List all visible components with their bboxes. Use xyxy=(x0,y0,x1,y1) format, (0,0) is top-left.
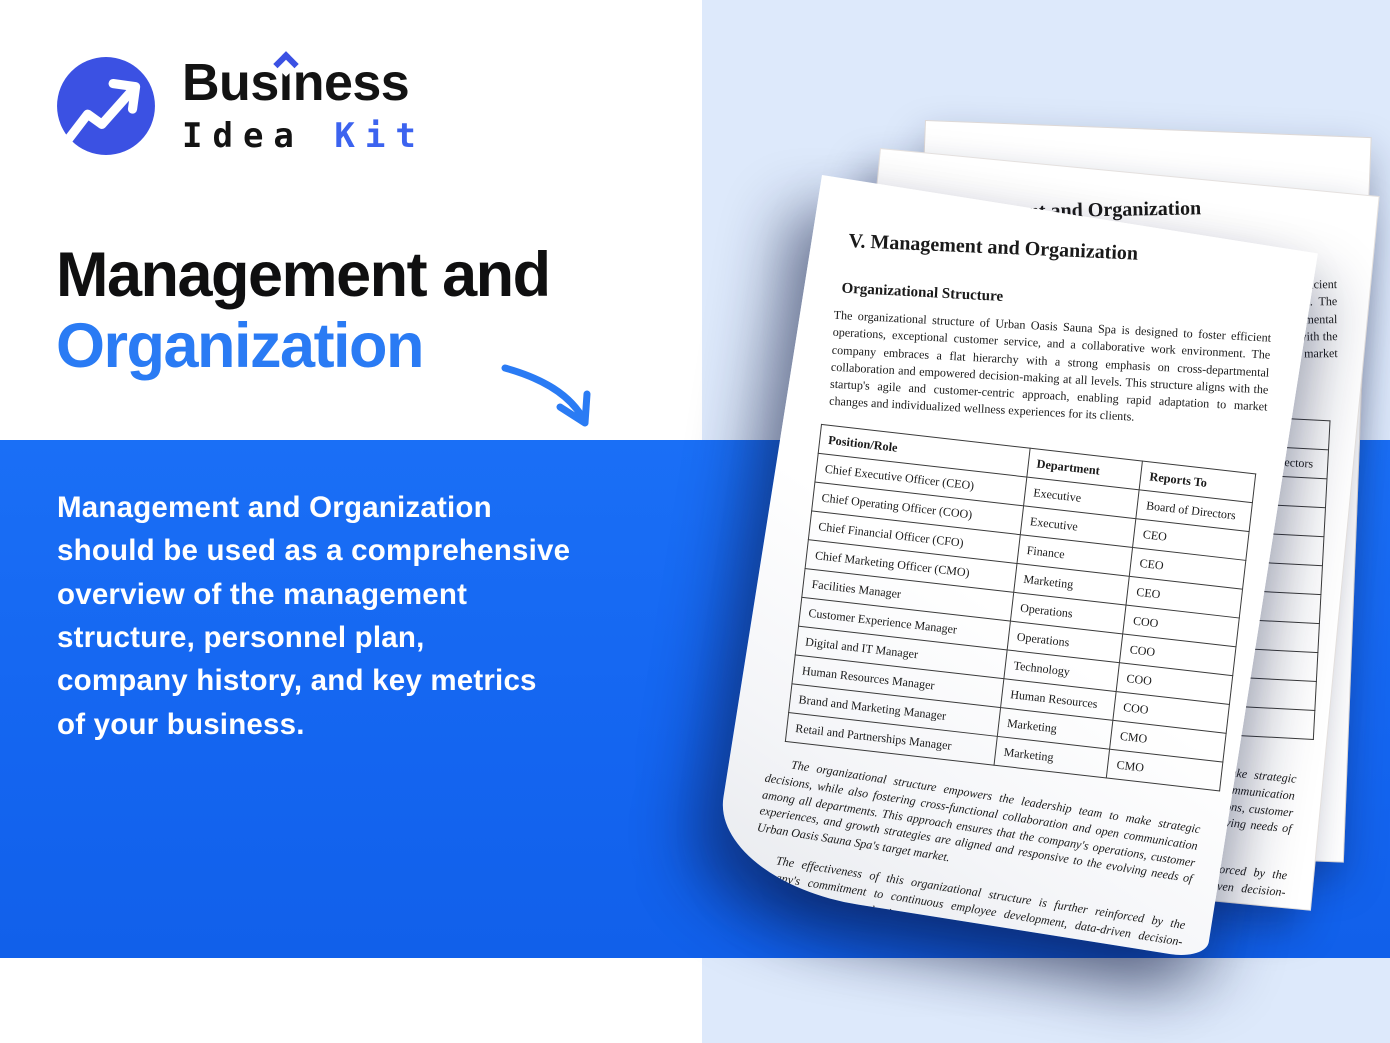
description-line: of your business. xyxy=(57,707,305,741)
description-text: Management and Organization should be us… xyxy=(57,486,570,746)
brand-logo: Busi ness Idea Kit xyxy=(55,51,426,157)
description-line: should be used as a comprehensive xyxy=(57,534,571,568)
logo-wordmark-line2: Idea Kit xyxy=(182,116,426,156)
logo-wordmark: Busi ness Idea Kit xyxy=(182,51,426,156)
description-line: company history, and key metrics xyxy=(57,664,537,698)
logo-text-kit: Kit xyxy=(334,115,426,156)
description-line: overview of the management xyxy=(57,577,468,611)
page-title-line1: Management and xyxy=(56,240,551,310)
trend-arrow-icon xyxy=(56,57,155,155)
logo-text-suffix: ness xyxy=(292,54,410,113)
curved-arrow-icon xyxy=(501,364,591,427)
description-line: structure, personnel plan, xyxy=(57,621,425,655)
logo-text-prefix: Bus xyxy=(182,54,279,113)
page-title-line2: Organization xyxy=(56,310,425,381)
logo-wordmark-line1: Busi ness xyxy=(182,51,426,113)
logo-text-idea: Idea xyxy=(182,115,304,156)
page-title: Management and Organization xyxy=(56,240,551,381)
description-line: Management and Organization xyxy=(57,491,492,524)
document-intro-paragraph: The organizational structure of Urban Oa… xyxy=(828,307,1272,425)
